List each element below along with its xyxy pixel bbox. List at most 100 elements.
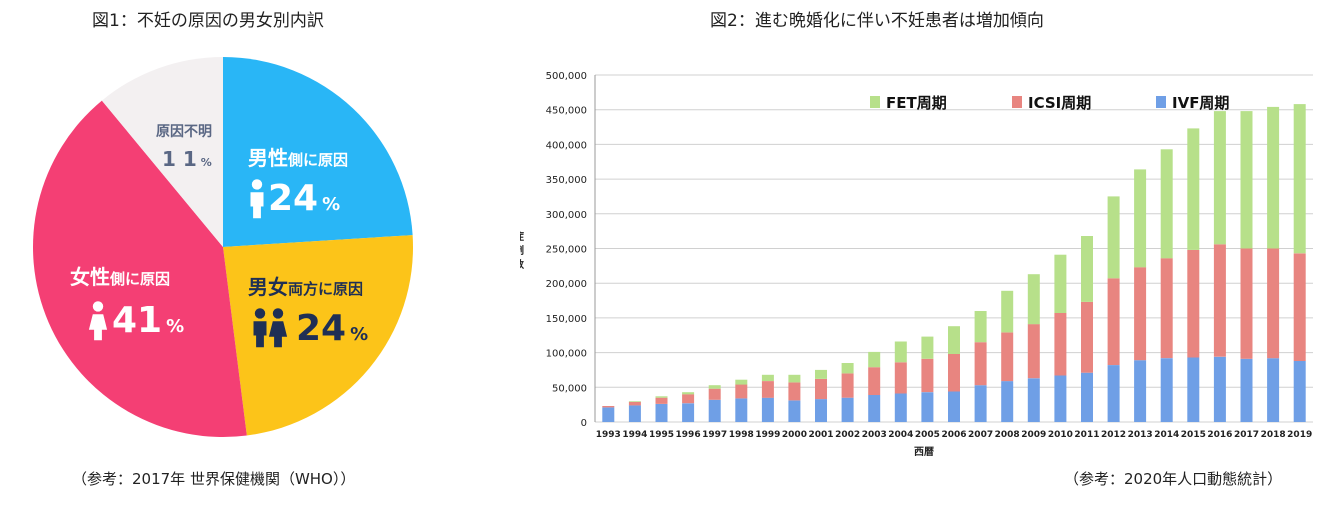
- bar-segment: [948, 354, 960, 392]
- pie-label: 女性側に原因 41%: [70, 265, 184, 341]
- pie-value-unit: %: [350, 324, 368, 345]
- y-tick-label: 450,000: [546, 106, 587, 117]
- bar-segment: [1187, 128, 1200, 250]
- pie-chart-source: （参考：2017年 世界保健機関（WHO））: [72, 470, 356, 488]
- bar-segment: [1054, 375, 1067, 422]
- bar-segment: [894, 341, 907, 363]
- bar-segment: [921, 392, 934, 422]
- pie-label-main: 原因不明: [156, 124, 212, 140]
- pie-label-sub: 両方に原因: [288, 280, 363, 298]
- bar-segment: [1107, 196, 1120, 279]
- x-tick-label: 2018: [1261, 430, 1286, 440]
- y-tick-label: 400,000: [546, 140, 587, 151]
- bar-segment: [788, 382, 801, 401]
- x-tick-label: 2014: [1154, 430, 1179, 440]
- female-person-icon: [88, 301, 108, 341]
- bar-segment: [921, 336, 934, 359]
- bar-segment: [921, 358, 934, 393]
- bar-segment: [1240, 358, 1253, 422]
- bar-segment: [815, 379, 827, 400]
- y-tick-label: 250,000: [546, 245, 587, 256]
- bar-segment: [1267, 106, 1280, 249]
- bar-segment: [1001, 290, 1014, 333]
- bar-segment: [628, 401, 641, 406]
- pie-label: 男女両方に原因 24%: [248, 275, 368, 349]
- bar-segment: [1160, 258, 1173, 359]
- pie-label-value: 24%: [296, 308, 368, 349]
- bar-segment: [894, 362, 907, 394]
- x-tick-label: 2012: [1101, 430, 1126, 440]
- y-tick-label: 300,000: [546, 210, 587, 221]
- bar-segment: [1107, 365, 1120, 422]
- legend-swatch: [1012, 96, 1022, 108]
- bar-segment: [708, 399, 721, 422]
- bar-segment: [761, 381, 774, 398]
- bar-segment: [1160, 149, 1173, 259]
- bar-segment: [948, 391, 960, 422]
- x-tick-label: 2011: [1074, 430, 1099, 440]
- bar-segment: [735, 398, 748, 422]
- x-tick-label: 1998: [729, 430, 754, 440]
- y-tick-label: 150,000: [546, 314, 587, 325]
- legend-label: ICSI周期: [1028, 94, 1091, 112]
- pie-label-sub: 側に原因: [287, 151, 348, 169]
- bar-segment: [868, 351, 881, 368]
- pie-label-name: 男性側に原因: [248, 146, 348, 170]
- bar-segment: [815, 369, 827, 379]
- bar-segment: [761, 397, 774, 422]
- bar-segment: [1081, 301, 1093, 373]
- bar-segment: [841, 397, 854, 422]
- bar-segment: [1213, 244, 1226, 357]
- x-tick-label: 1993: [596, 430, 621, 440]
- bar-segment: [1027, 378, 1040, 422]
- pie-label-main: 女性: [70, 265, 110, 289]
- y-axis-label: 症: [520, 230, 524, 243]
- pie-label-name: 男女両方に原因: [248, 275, 363, 299]
- pie-label-name: 原因不明: [156, 124, 212, 140]
- bar-segment: [788, 400, 801, 422]
- x-tick-label: 2005: [915, 430, 940, 440]
- bar-segment: [708, 388, 721, 400]
- pie-value-number: 24: [268, 178, 318, 219]
- bar-segment: [974, 311, 987, 343]
- bar-chart-title: 図2：進む晩婚化に伴い不妊患者は増加傾向: [710, 11, 1044, 31]
- x-tick-label: 2002: [835, 430, 860, 440]
- bar-segment: [708, 385, 721, 389]
- x-tick-label: 2010: [1048, 430, 1073, 440]
- bar-segment: [1187, 357, 1200, 422]
- bar-segment: [655, 397, 668, 404]
- legend-item: ICSI周期: [1012, 94, 1091, 112]
- pie-value-number: 24: [296, 308, 346, 349]
- x-tick-label: 2003: [862, 430, 887, 440]
- bar-segment: [682, 403, 695, 422]
- pie-chart-title: 図1：不妊の原因の男女別内訳: [92, 11, 324, 31]
- bar-segment: [1081, 372, 1093, 422]
- bar-segment: [1213, 111, 1226, 245]
- pie-value-unit: %: [166, 316, 184, 337]
- bar-segment: [1134, 267, 1147, 361]
- bar-segment: [655, 396, 668, 398]
- x-tick-label: 1999: [755, 430, 780, 440]
- bar-segment: [841, 373, 854, 398]
- bar-segment: [974, 342, 987, 386]
- bar-segment: [761, 374, 774, 381]
- x-tick-label: 2015: [1181, 430, 1206, 440]
- bar-segment: [682, 392, 695, 395]
- female-person-icon: [268, 308, 288, 348]
- legend-item: IVF周期: [1156, 94, 1229, 112]
- y-axis-label: 数: [520, 258, 525, 271]
- bar-segment: [1001, 381, 1014, 422]
- pie-value-number: 41: [112, 300, 162, 341]
- bar-segment: [1267, 248, 1280, 359]
- bar-segment: [1267, 358, 1280, 422]
- bar-segment: [602, 407, 615, 422]
- x-tick-label: 2001: [809, 430, 834, 440]
- y-tick-label: 50,000: [552, 383, 587, 394]
- bar-segment: [682, 394, 695, 404]
- bar-segment: [735, 379, 748, 385]
- x-tick-label: 2000: [782, 430, 807, 440]
- legend-swatch: [870, 96, 880, 108]
- y-tick-label: 500,000: [546, 71, 587, 82]
- bar-segment: [1054, 254, 1067, 313]
